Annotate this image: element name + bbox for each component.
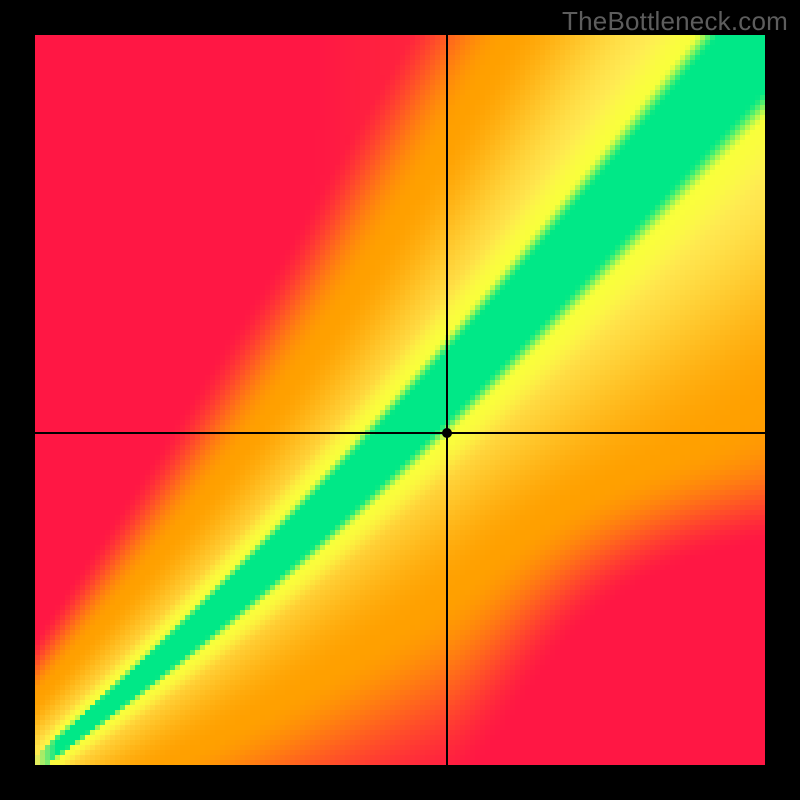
chart-container: TheBottleneck.com (0, 0, 800, 800)
crosshair-horizontal (35, 432, 765, 434)
crosshair-vertical (446, 35, 448, 765)
crosshair-dot (442, 428, 452, 438)
watermark-text: TheBottleneck.com (562, 6, 788, 37)
heatmap-canvas (35, 35, 765, 765)
heatmap-plot-area (35, 35, 765, 765)
